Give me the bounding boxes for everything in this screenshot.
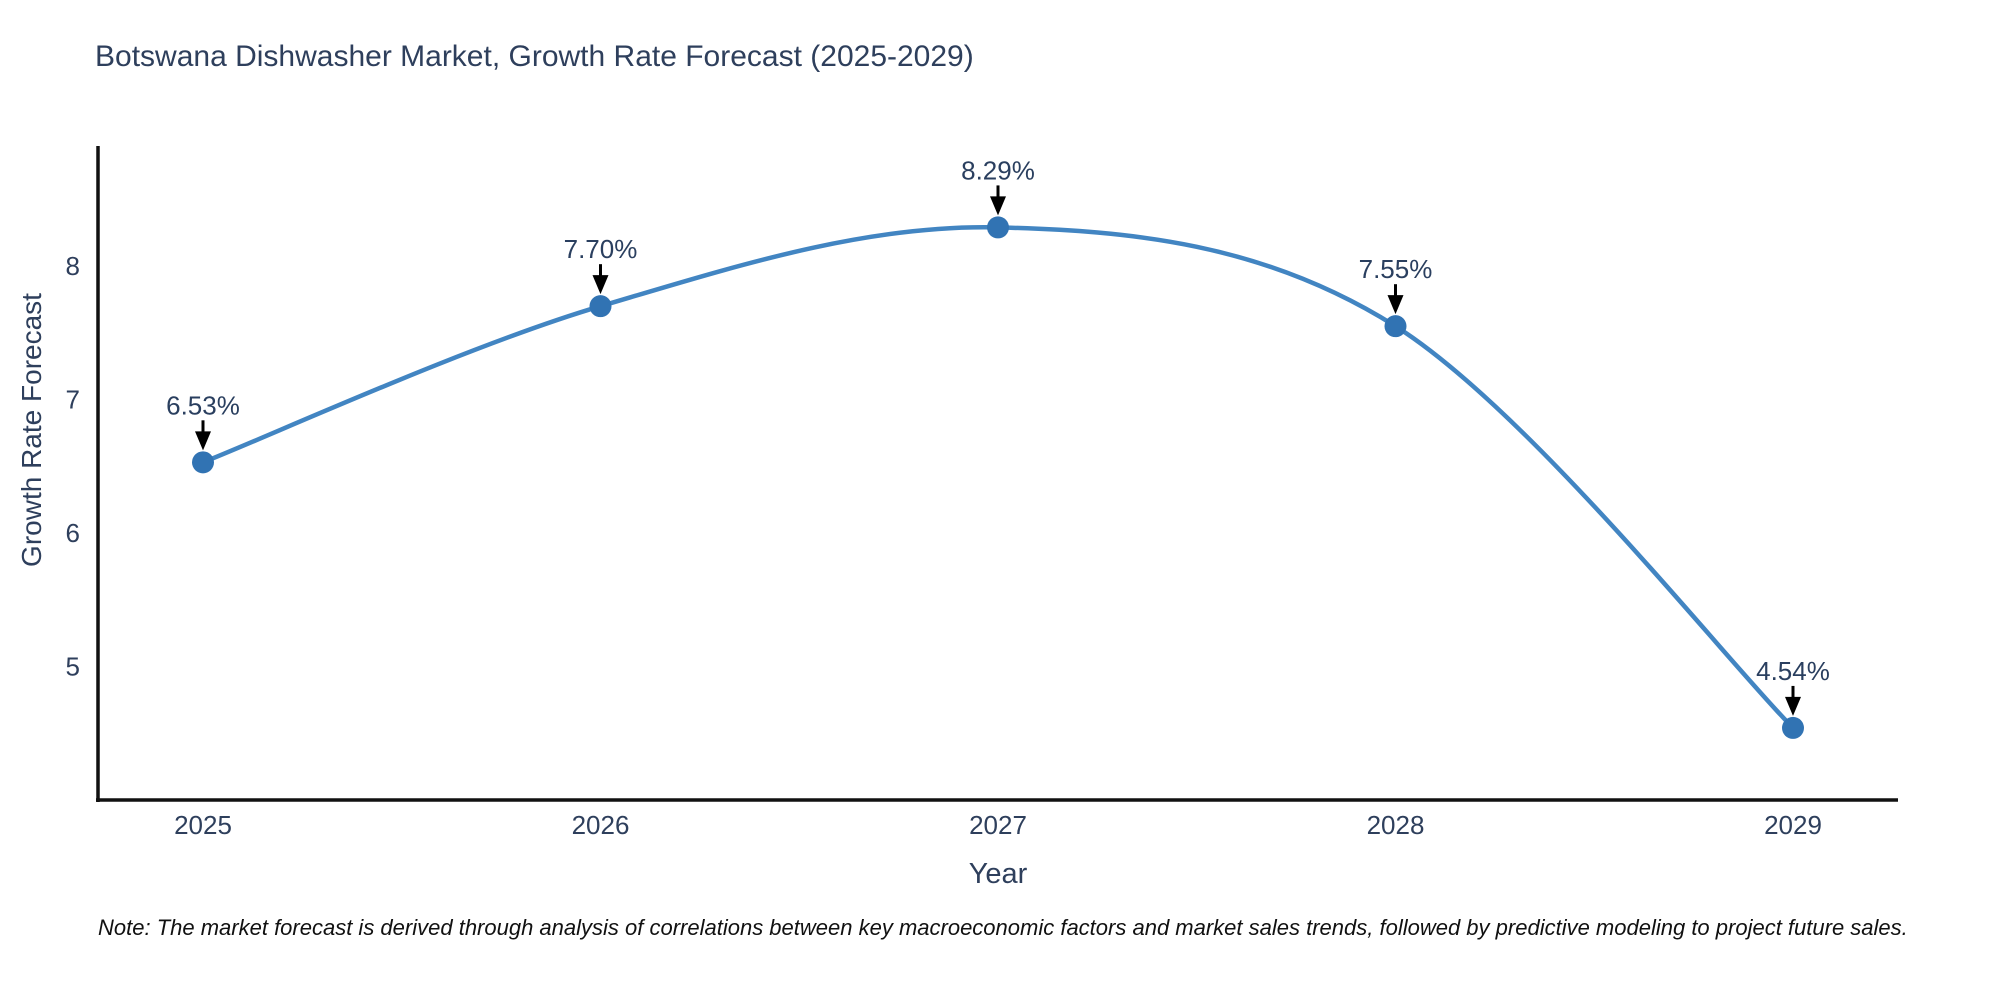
annotation-label: 4.54% xyxy=(1756,656,1830,686)
x-axis-title: Year xyxy=(968,858,1028,890)
annotation-label: 8.29% xyxy=(961,155,1035,185)
chart-title: Botswana Dishwasher Market, Growth Rate … xyxy=(95,40,974,73)
annotation-label: 6.53% xyxy=(166,390,240,420)
data-point-marker[interactable] xyxy=(1782,716,1804,739)
annotation-label: 7.55% xyxy=(1359,254,1433,284)
x-tick-label: 2025 xyxy=(174,810,232,840)
x-tick-label: 2029 xyxy=(1764,810,1822,840)
footnote: Note: The market forecast is derived thr… xyxy=(98,915,1908,940)
data-point-marker[interactable] xyxy=(1384,315,1407,338)
annotation-label: 7.70% xyxy=(564,234,638,264)
y-tick-label: 8 xyxy=(66,251,80,281)
y-axis-title: Growth Rate Forecast xyxy=(16,293,47,567)
y-tick-label: 7 xyxy=(66,385,80,415)
annotation-arrowhead-icon xyxy=(1387,295,1404,315)
data-point-marker[interactable] xyxy=(589,295,612,318)
annotation-arrowhead-icon xyxy=(1785,696,1801,716)
y-tick-label: 5 xyxy=(66,652,80,682)
annotation-arrowhead-icon xyxy=(990,196,1006,216)
data-point-marker[interactable] xyxy=(987,216,1009,239)
y-tick-label: 6 xyxy=(66,518,80,548)
trend-line xyxy=(200,224,1796,731)
data-point-marker[interactable] xyxy=(192,451,214,474)
x-tick-label: 2026 xyxy=(572,810,630,840)
annotation-arrowhead-icon xyxy=(195,431,211,451)
x-tick-label: 2027 xyxy=(969,810,1027,840)
annotation-arrowhead-icon xyxy=(592,275,609,295)
x-tick-label: 2028 xyxy=(1367,810,1425,840)
